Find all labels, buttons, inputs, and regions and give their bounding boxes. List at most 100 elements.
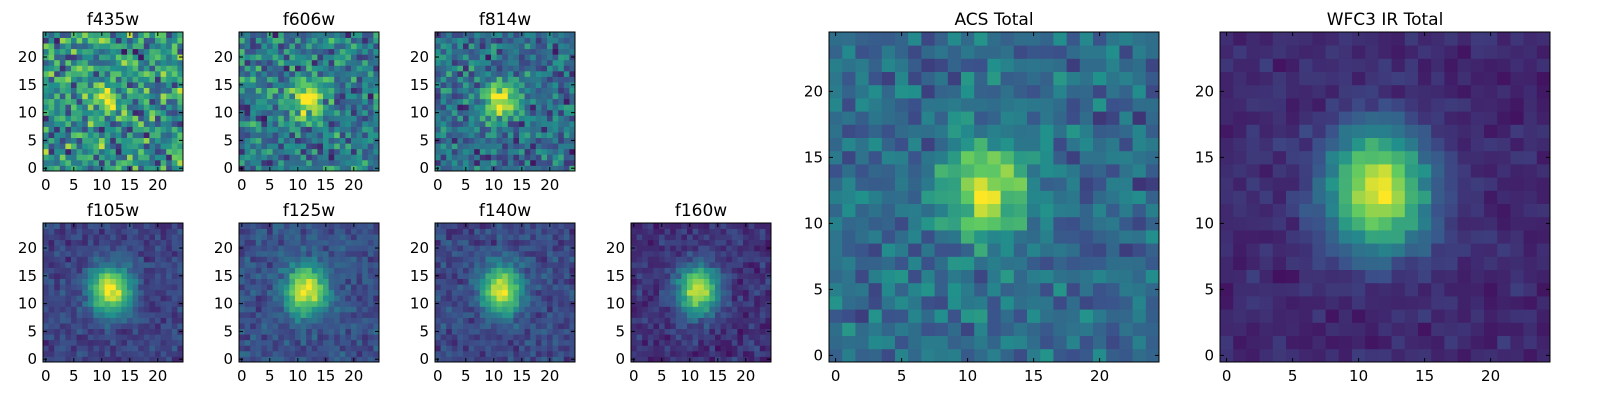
- image-cell: [255, 284, 262, 291]
- image-cell: [659, 334, 665, 341]
- image-cell: [143, 37, 150, 44]
- image-cell: [519, 120, 525, 127]
- image-cell: [71, 261, 77, 268]
- image-cell: [485, 98, 492, 105]
- image-cell: [507, 37, 514, 44]
- image-cell: [524, 76, 531, 83]
- image-cell: [1079, 216, 1094, 231]
- image-cell: [519, 273, 525, 279]
- image-cell: [82, 87, 89, 94]
- image-cell: [267, 317, 273, 324]
- image-cell: [507, 317, 514, 324]
- image-cell: [519, 104, 525, 111]
- image-cell: [82, 159, 89, 166]
- image-cell: [99, 76, 105, 83]
- image-cell: [351, 137, 357, 144]
- image-cell: [530, 70, 537, 77]
- image-cell: [681, 234, 688, 241]
- image-cell: [530, 250, 537, 257]
- image-cell: [502, 98, 509, 105]
- image-cell: [59, 154, 66, 161]
- image-cell: [647, 284, 654, 291]
- y-tick-label: 10: [18, 295, 37, 313]
- image-cell: [328, 48, 335, 55]
- image-cell: [250, 278, 257, 285]
- image-cell: [496, 159, 503, 166]
- image-cell: [519, 37, 525, 44]
- image-cell: [552, 261, 559, 268]
- image-cell: [435, 289, 441, 296]
- image-cell: [513, 115, 520, 122]
- image-cell: [563, 256, 570, 263]
- image-cell: [908, 335, 922, 350]
- image-cell: [261, 311, 268, 318]
- image-cell: [177, 234, 184, 241]
- image-cell: [485, 109, 492, 116]
- image-cell: [71, 267, 77, 274]
- image-cell: [675, 311, 682, 318]
- image-cell: [166, 37, 173, 44]
- image-cell: [160, 148, 167, 155]
- image-cell: [250, 59, 257, 66]
- image-cell: [987, 216, 1001, 231]
- image-cell: [440, 98, 447, 105]
- image-cell: [71, 65, 77, 72]
- image-cell: [65, 98, 72, 105]
- image-cell: [491, 245, 497, 252]
- image-cell: [99, 115, 105, 122]
- image-cell: [535, 278, 542, 285]
- image-cell: [709, 234, 716, 241]
- image-cell: [71, 104, 77, 111]
- image-cell: [295, 256, 301, 263]
- image-cell: [726, 284, 733, 291]
- image-cell: [267, 245, 273, 252]
- image-cell: [479, 87, 486, 94]
- image-cell: [362, 65, 369, 72]
- image-cell: [631, 250, 637, 257]
- image-cell: [283, 328, 290, 335]
- image-cell: [731, 328, 738, 335]
- image-cell: [356, 93, 363, 100]
- image-cell: [731, 345, 738, 352]
- image-cell: [334, 256, 341, 263]
- image-cell: [563, 143, 570, 150]
- image-cell: [507, 109, 514, 116]
- image-cell: [524, 261, 531, 268]
- image-cell: [149, 284, 156, 291]
- image-cell: [558, 37, 565, 44]
- image-cell: [351, 148, 357, 155]
- image-cell: [272, 345, 279, 352]
- image-cell: [558, 323, 565, 330]
- image-cell: [709, 317, 716, 324]
- image-cell: [87, 323, 94, 330]
- image-cell: [155, 82, 161, 88]
- image-cell: [93, 300, 100, 307]
- y-tick-label: 15: [214, 267, 233, 285]
- image-cell: [479, 65, 486, 72]
- image-cell: [961, 203, 975, 218]
- image-cell: [76, 239, 83, 246]
- image-cell: [524, 93, 531, 100]
- image-cell: [323, 256, 329, 263]
- image-cell: [289, 65, 296, 72]
- image-cell: [496, 126, 503, 133]
- image-cell: [59, 345, 66, 352]
- image-cell: [485, 300, 492, 307]
- image-cell: [267, 300, 273, 307]
- image-cell: [743, 278, 749, 285]
- image-cell: [110, 334, 117, 341]
- image-cell: [451, 239, 458, 246]
- image-cell: [1040, 216, 1054, 231]
- image-cell: [121, 65, 128, 72]
- image-cell: [76, 115, 83, 122]
- image-cell: [1106, 190, 1120, 204]
- image-cell: [496, 48, 503, 55]
- image-cell: [552, 137, 559, 144]
- image-cell: [547, 289, 553, 296]
- image-cell: [513, 228, 520, 235]
- image-cell: [82, 334, 89, 341]
- image-cell: [306, 143, 313, 150]
- image-cell: [339, 228, 346, 235]
- image-cell: [345, 59, 352, 66]
- axes-frame: [434, 222, 576, 363]
